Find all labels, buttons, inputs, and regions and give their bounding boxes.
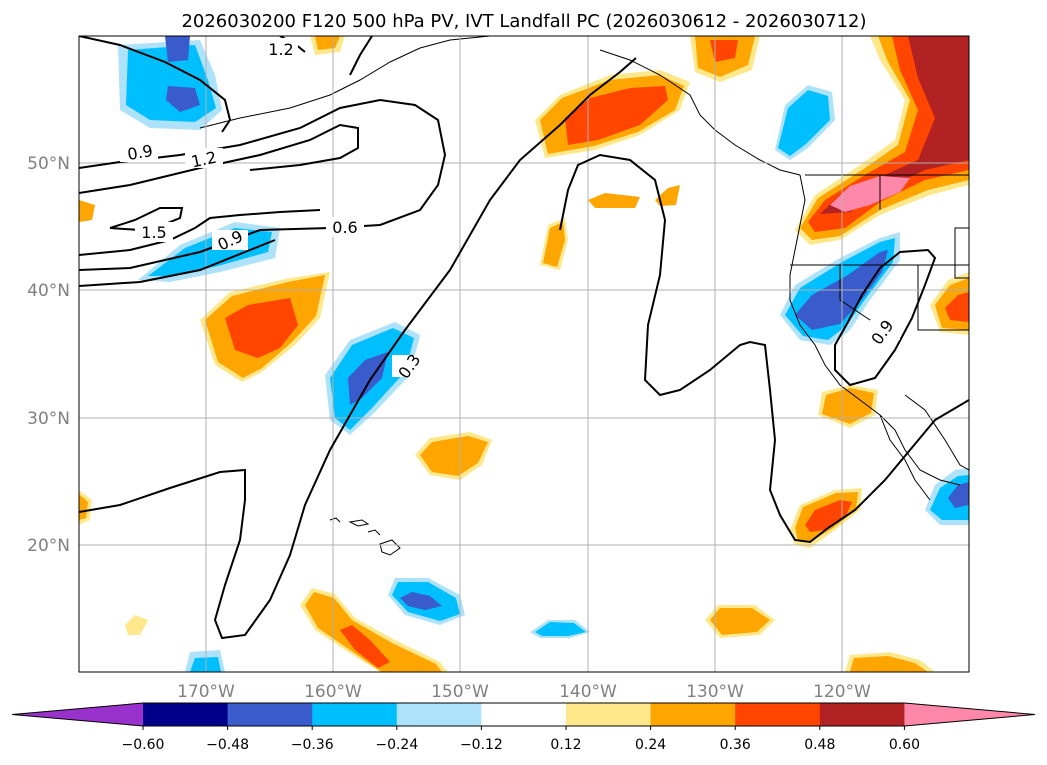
anomaly-fill-pos-50n-core [315, 36, 340, 50]
colorbar-tick-label: 0.48 [804, 737, 835, 753]
lon-label-170w: 170°W [177, 682, 235, 702]
colorbar-tick-label: −0.60 [122, 737, 165, 753]
anomaly-fill-pos-n-canada-core [710, 40, 738, 62]
colorbar-tick-label: −0.36 [291, 737, 334, 753]
island-4 [379, 539, 401, 556]
contour-labels: 1.2 0.9 1.2 1.5 0.9 0.6 0.3 0.9 [120, 38, 900, 382]
anomaly-fill-pos-31n-core [822, 388, 874, 424]
lat-label-50n: 50°N [27, 154, 70, 174]
colorbar-segment [650, 703, 736, 726]
pv-contour-1.2-b [79, 36, 232, 133]
lon-labels: 170°W 160°W 150°W 140°W 130°W 120°W [177, 682, 871, 702]
anomaly-fill-pos-112w-core [945, 292, 969, 322]
colorbar-tick-label: −0.24 [375, 737, 418, 753]
pv-contour-1.2 [79, 209, 321, 256]
island-2 [348, 519, 370, 527]
colorbar-tick-label: 0.24 [635, 737, 666, 753]
lat-labels: 50°N 40°N 30°N 20°N [27, 154, 70, 556]
pv-contour-0.6-top [349, 36, 373, 76]
colorbar-segment [735, 703, 821, 726]
island-3 [367, 529, 381, 536]
lon-label-160w: 160°W [304, 682, 362, 702]
map-frame [78, 35, 970, 673]
colorbar-segment [819, 703, 905, 726]
contour-label-1.2-north: 1.2 [189, 148, 218, 172]
colorbar-segment [396, 703, 482, 726]
lon-label-140w: 140°W [559, 682, 617, 702]
island-1 [329, 517, 341, 523]
anomaly-fill-pos-165w-core [225, 298, 298, 358]
colorbar: −0.60 −0.48 −0.36 −0.24 −0.12 0.12 0.24 0.36 0.4… [11, 702, 1036, 753]
pv-contours [79, 36, 969, 640]
anomaly-fill-pos-bottom-right-core [850, 656, 928, 672]
colorbar-tick-label: 0.12 [550, 737, 581, 753]
colorbar-extend-high [904, 703, 1035, 726]
anomaly-fill-pos-gulf-alaska-core [565, 86, 668, 145]
anomaly-fill-neg-bc-core [778, 90, 830, 156]
contour-label-0.9-north: 0.9 [126, 141, 154, 164]
lon-label-150w: 150°W [431, 682, 489, 702]
border-state-4 [954, 227, 969, 279]
anomaly-fill-pos-left-edge-core [79, 494, 88, 520]
lat-label-30n: 30°N [27, 409, 70, 429]
colorbar-tick-label: −0.12 [460, 737, 503, 753]
pv-contour-0.3-b [559, 153, 969, 544]
anomaly-fill-neg-aleutians-top [165, 36, 190, 62]
anomaly-fill-neg-nw-hawaii-core [348, 352, 388, 405]
anomaly-fill-pos-142w-core [543, 222, 565, 267]
anomaly-fill-pos-tiny [125, 615, 148, 635]
hawaii-islands [329, 517, 401, 556]
lon-label-120w: 120°W [813, 682, 871, 702]
lon-label-130w: 130°W [686, 682, 744, 702]
colorbar-segment [143, 703, 229, 726]
pv-contour-0.9-b [79, 123, 359, 194]
gridlines [79, 36, 969, 672]
pv-contour-ca-loop [834, 248, 937, 387]
coastlines [199, 36, 969, 501]
coastline-us-west [789, 174, 961, 486]
colorbar-tick-label: 0.36 [720, 737, 751, 753]
contour-label-0.6: 0.6 [332, 218, 357, 237]
coastline-baja [879, 414, 931, 501]
anomaly-fill-pos-135w-a [588, 193, 640, 208]
coastline-mexico [904, 394, 969, 471]
colorbar-tick-label: −0.48 [206, 737, 249, 753]
coastline-alaska [199, 36, 491, 129]
colorbar-segment [227, 703, 313, 726]
colorbar-segment [312, 703, 398, 726]
colorbar-extend-low [12, 703, 143, 726]
border-state-2 [917, 265, 969, 331]
lat-label-40n: 40°N [27, 281, 70, 301]
pv-contour-0.9 [79, 239, 276, 287]
anomaly-fill-pos-12n-core [710, 608, 770, 635]
pv-contour-0.6 [79, 98, 447, 271]
anomaly-fill-pos-sw-hawaii-core [340, 625, 390, 668]
anomaly-fill-pos-pnw-pink [830, 176, 910, 212]
anomaly-fill-pos-135w-b [655, 185, 680, 206]
anomaly-fill-pos-baja-core [805, 500, 852, 532]
anomaly-fill-neg-aleutians-core [166, 86, 200, 112]
anomaly-fill-pos-sw-hawaii-mid [305, 592, 442, 672]
anomaly-fill-pos-pnw-dark [820, 36, 969, 214]
contour-label-1.5: 1.5 [141, 223, 166, 242]
colorbar-tick-label: 0.60 [889, 737, 920, 753]
colorbar-segment [566, 703, 652, 726]
lat-label-20n: 20°N [27, 536, 70, 556]
anomaly-fill-neg-e-hawaii-core [400, 592, 442, 610]
pv-contour-0.3 [79, 57, 637, 640]
chart-title: 2026030200 F120 500 hPa PV, IVT Landfall… [181, 11, 866, 32]
colorbar-segment [481, 703, 567, 726]
anomaly-fill-neg-mexico-core [948, 482, 969, 508]
contour-label-1.2-top: 1.2 [268, 40, 293, 59]
map-area: 1.2 0.9 1.2 1.5 0.9 0.6 0.3 0.9 [79, 36, 969, 672]
coastline-alaska-panhandle [599, 49, 801, 176]
anomaly-fill-neg-12n-core [535, 622, 586, 636]
anomaly-fill-pos-n-hawaii-core [420, 436, 488, 476]
anomaly-fill-pos-left-edge-2 [79, 200, 95, 222]
